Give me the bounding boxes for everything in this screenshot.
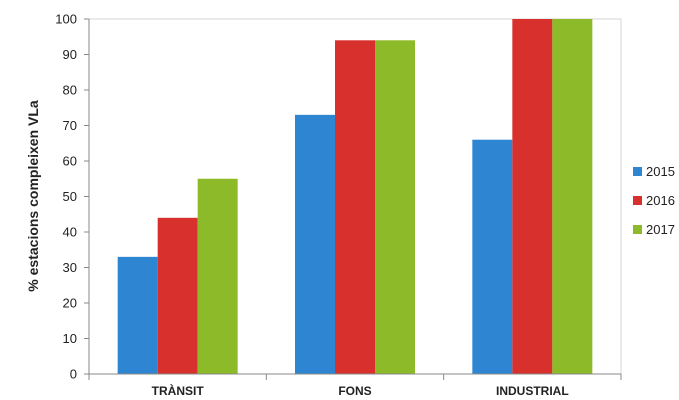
legend-swatch-2015 bbox=[633, 167, 642, 176]
y-tick-label: 40 bbox=[63, 225, 77, 240]
bar-2015-2 bbox=[472, 139, 513, 374]
y-axis-title: % estacions compleixen VLa bbox=[25, 100, 41, 292]
bar-2016-2 bbox=[512, 19, 553, 374]
y-tick-label: 0 bbox=[70, 367, 77, 382]
y-tick-label: 60 bbox=[63, 154, 77, 169]
y-tick-label: 100 bbox=[55, 12, 77, 27]
legend-label: 2017 bbox=[646, 222, 675, 237]
bars bbox=[117, 19, 593, 375]
x-category-label: FONS bbox=[338, 384, 371, 398]
legend-label: 2015 bbox=[646, 164, 675, 179]
y-tick-label: 20 bbox=[63, 296, 77, 311]
y-tick-label: 10 bbox=[63, 331, 77, 346]
legend-swatch-2016 bbox=[633, 196, 642, 205]
bar-2016-0 bbox=[157, 217, 198, 374]
x-axis: TRÀNSIT FONS INDUSTRIAL bbox=[88, 373, 622, 398]
legend-swatch-2017 bbox=[633, 225, 642, 234]
y-tick-label: 30 bbox=[63, 260, 77, 275]
y-tick-label: 50 bbox=[63, 189, 77, 204]
y-tick-label: 80 bbox=[63, 83, 77, 98]
bar-2017-1 bbox=[375, 40, 415, 375]
bar-2017-2 bbox=[552, 19, 593, 374]
bar-2015-0 bbox=[117, 256, 158, 374]
x-category-label: TRÀNSIT bbox=[152, 383, 205, 398]
y-tick-label: 70 bbox=[63, 118, 77, 133]
bar-2016-1 bbox=[335, 40, 375, 375]
legend-label: 2016 bbox=[646, 193, 675, 208]
bar-2015-1 bbox=[295, 114, 335, 374]
bar-2017-0 bbox=[197, 178, 238, 374]
y-axis: 0 10 20 30 40 50 60 70 80 90 100 bbox=[55, 12, 90, 382]
x-category-label: INDUSTRIAL bbox=[496, 384, 569, 398]
legend: 2015 2016 2017 bbox=[633, 164, 675, 237]
y-tick-label: 90 bbox=[63, 47, 77, 62]
